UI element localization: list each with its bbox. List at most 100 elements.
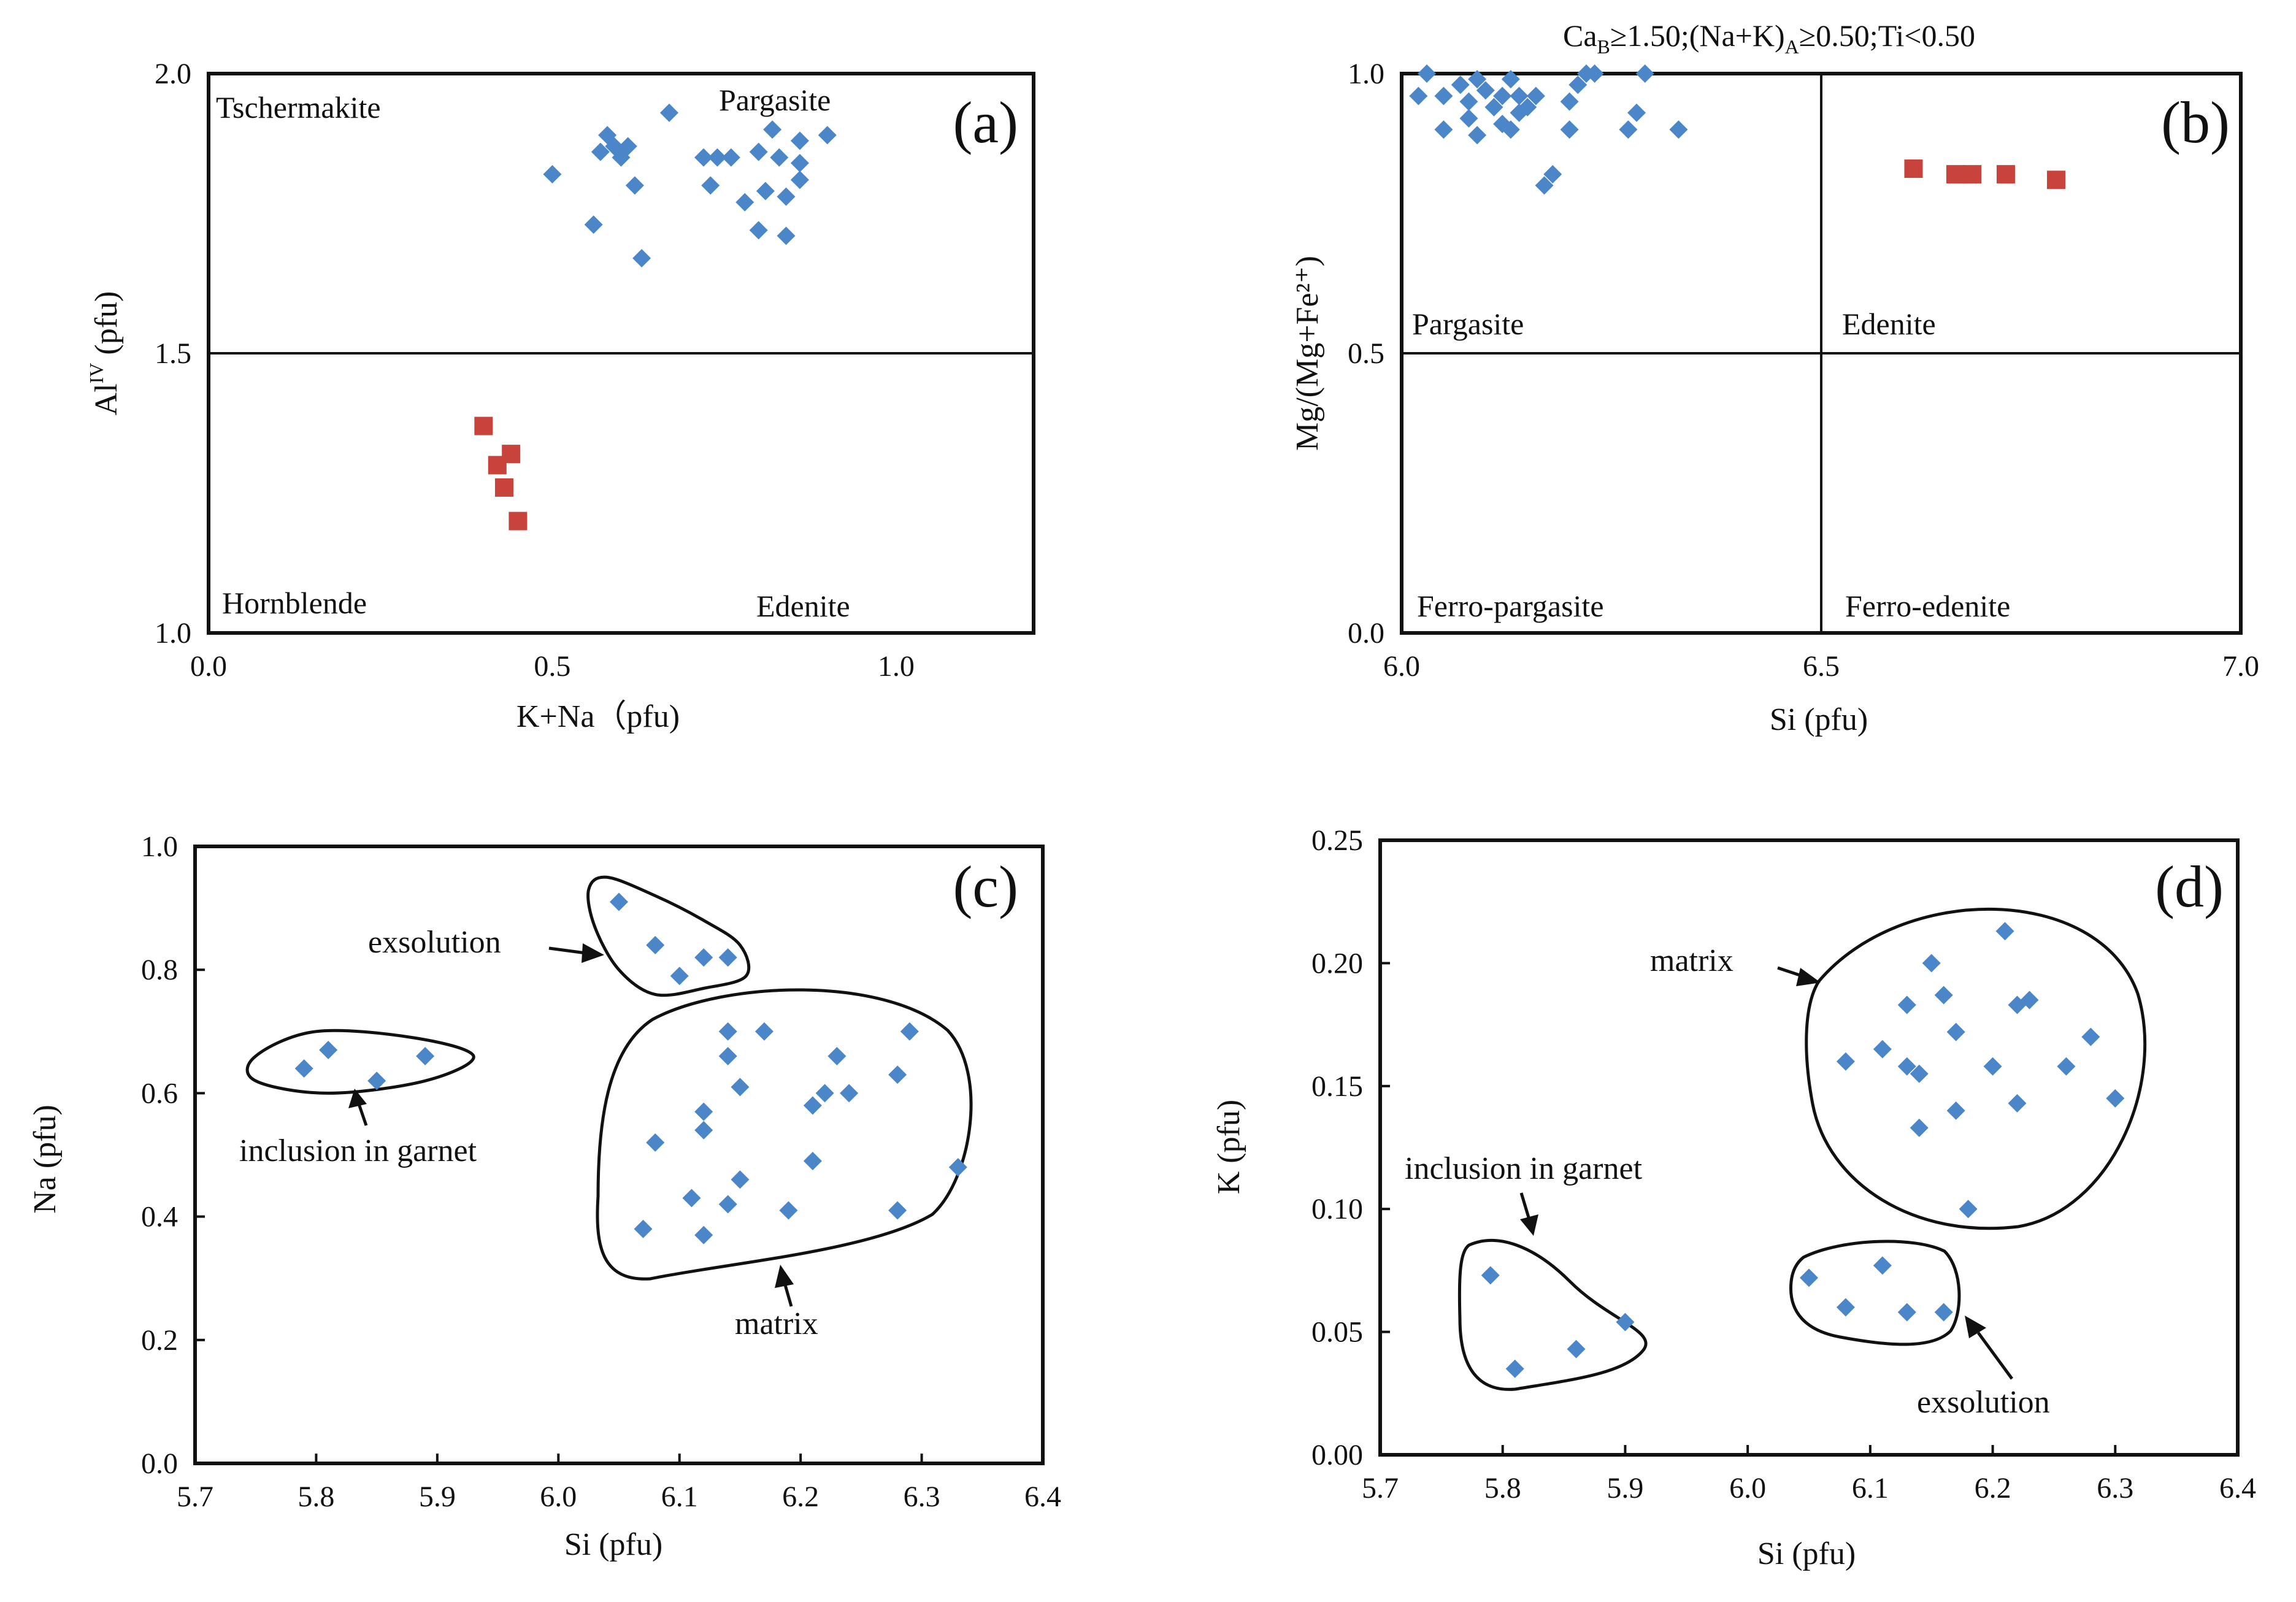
hulls-d	[1457, 907, 2147, 1391]
x-axis-title-d: Si (pfu)	[1757, 1536, 1856, 1571]
data-point-blue	[1434, 86, 1453, 105]
y-tick-label: 0.05	[1311, 1316, 1363, 1349]
data-point-blue	[1418, 64, 1437, 83]
y-axis-title-main: Al	[89, 383, 124, 415]
x-axis-title-b: Si (pfu)	[1770, 702, 1868, 737]
note-sub: B	[1597, 36, 1610, 58]
data-point-matrix	[948, 1158, 967, 1177]
x-tick-label: 6.2	[1975, 1472, 2011, 1504]
data-point-blue	[1451, 75, 1470, 94]
ticks-c: 5.7 5.8 5.9 6.0 6.1 6.2 6.3 6.4 0.0 0.2 0.4 0.6 0.8 1…	[141, 830, 1061, 1513]
data-point-matrix	[1897, 1057, 1916, 1076]
data-point-matrix	[2081, 1027, 2100, 1046]
data-point-matrix	[2008, 1094, 2027, 1113]
arrowhead-icon	[1796, 968, 1821, 986]
data-point-blue	[1535, 176, 1554, 195]
x-tick-label: 5.8	[298, 1481, 334, 1513]
group-outline-inclusion-in-garnet	[1457, 1239, 1648, 1391]
data-point-blue	[1501, 120, 1520, 139]
region-label: Edenite	[1842, 307, 1936, 341]
data-point-matrix	[1959, 1200, 1978, 1219]
data-point-exsolution	[718, 948, 737, 967]
data-point-red	[474, 416, 493, 435]
region-label: Ferro-pargasite	[1417, 589, 1604, 623]
arrow-inclusion-in-garnet	[1519, 1192, 1530, 1218]
data-point-blue	[1560, 92, 1579, 111]
region-label: Tschermakite	[216, 90, 381, 125]
data-point-matrix	[718, 1195, 737, 1214]
data-point-matrix	[2057, 1057, 2076, 1076]
data-point-blue	[1501, 70, 1520, 89]
ticks-a: 0.0 0.5 1.0 1.0 1.5 2.0	[155, 58, 915, 683]
y-tick-label: 0.0	[141, 1447, 178, 1480]
arrowhead-icon	[1520, 1214, 1538, 1236]
data-point-blue	[763, 120, 782, 139]
data-point-blue	[708, 148, 727, 167]
x-tick-label: 6.3	[2097, 1472, 2133, 1504]
x-tick-label: 6.3	[904, 1481, 940, 1513]
y-tick-label: 0.15	[1311, 1070, 1363, 1103]
data-point-blue	[756, 182, 775, 201]
arrow-exsolution	[1976, 1332, 2014, 1380]
arrowhead-icon	[582, 943, 604, 963]
data-point-inclusion-in-garnet	[367, 1071, 386, 1090]
data-point-matrix	[1873, 1040, 1892, 1059]
note-part: ≥1.50;(Na+K)	[1610, 18, 1785, 53]
x-axis-title-c: Si (pfu)	[564, 1527, 662, 1562]
panel-label-d: (d)	[2155, 854, 2224, 919]
x-tick-label: 6.0	[1729, 1472, 1766, 1504]
data-point-exsolution	[1836, 1298, 1855, 1317]
y-tick-label: 1.0	[1348, 58, 1384, 90]
data-point-exsolution	[646, 935, 665, 954]
arrowhead-icon	[348, 1089, 367, 1108]
y-tick-label: 0.6	[141, 1077, 178, 1110]
x-tick-label: 7.0	[2222, 650, 2259, 683]
data-point-blue	[1468, 126, 1487, 145]
data-point-matrix	[827, 1047, 847, 1066]
plot-frame-d	[1378, 838, 2240, 1457]
data-point-blue	[1560, 120, 1579, 139]
data-point-matrix	[1946, 1022, 1965, 1041]
y-axis-title-sup: IV	[85, 363, 107, 384]
annotation-matrix: matrix	[1650, 943, 1734, 978]
data-point-blue	[1568, 75, 1588, 94]
data-point-blue	[790, 131, 809, 150]
data-point-blue	[1459, 92, 1478, 111]
data-point-red	[1963, 165, 1982, 184]
data-point-blue	[618, 137, 637, 156]
y-tick-label: 0.10	[1311, 1193, 1363, 1225]
data-point-red	[1996, 165, 2015, 184]
data-point-blue	[632, 248, 651, 267]
data-point-matrix	[1946, 1101, 1965, 1120]
data-point-blue	[1459, 109, 1478, 128]
y-tick-label: 1.0	[155, 617, 191, 650]
group-outline-inclusion-in-garnet	[245, 1029, 475, 1095]
annotation-matrix: matrix	[735, 1306, 818, 1341]
y-tick-label: 0.0	[1348, 617, 1384, 650]
y-axis-title-a: AlIV (pfu)	[85, 291, 124, 416]
panel-label-c: (c)	[953, 854, 1018, 919]
data-point-blue	[1543, 165, 1562, 184]
panel-d: 5.7 5.8 5.9 6.0 6.1 6.2 6.3 6.4 0.00 0.05 0.10 0.15…	[1211, 824, 2256, 1571]
data-point-blue	[694, 148, 713, 167]
y-axis-title-c: Na (pfu)	[28, 1105, 63, 1214]
data-point-exsolution	[1873, 1256, 1892, 1275]
data-point-blue	[701, 176, 720, 195]
data-point-exsolution	[610, 892, 628, 911]
region-label: Pargasite	[1412, 307, 1524, 341]
data-point-blue	[721, 148, 740, 167]
data-point-matrix	[646, 1133, 665, 1152]
data-point-matrix	[718, 1047, 737, 1066]
data-point-blue	[1493, 86, 1512, 105]
data-point-inclusion-in-garnet	[1567, 1339, 1586, 1359]
data-point-matrix	[2020, 991, 2039, 1010]
y-tick-label: 2.0	[155, 58, 191, 90]
data-point-inclusion-in-garnet	[1481, 1266, 1500, 1285]
data-point-blue	[584, 215, 603, 234]
y-tick-label: 1.0	[141, 830, 178, 863]
points-c	[294, 892, 967, 1244]
x-tick-label: 6.4	[2219, 1472, 2256, 1504]
data-point-blue	[1526, 86, 1545, 105]
data-point-matrix	[731, 1078, 750, 1097]
data-point-matrix	[840, 1084, 859, 1103]
